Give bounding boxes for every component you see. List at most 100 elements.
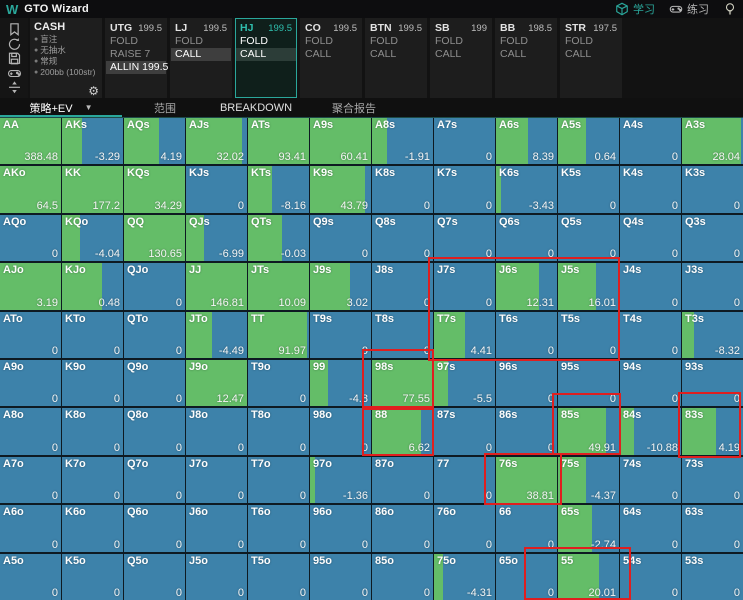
tab-BREAKDOWN[interactable]: BREAKDOWN (208, 98, 304, 117)
action-fold[interactable]: FOLD (175, 35, 204, 47)
practice-gamepad-icon[interactable] (7, 66, 22, 81)
cell-83s[interactable]: 83s 4.19 (682, 408, 743, 455)
cell-KJs[interactable]: KJs 0 (186, 166, 247, 213)
cell-Q5o[interactable]: Q5o 0 (124, 553, 185, 600)
cell-87o[interactable]: 87o 0 (372, 456, 433, 504)
cell-99[interactable]: 99 -4.8 (310, 360, 371, 407)
tab-聚合报告[interactable]: 聚合报告 (304, 98, 404, 117)
cell-A8o[interactable]: A8o 0 (0, 408, 61, 455)
cell-Q6s[interactable]: Q6s 0 (496, 214, 557, 262)
cell-KTs[interactable]: KTs -8.16 (248, 166, 309, 213)
settings-gear-icon[interactable]: ⚙ (88, 84, 99, 98)
cell-77[interactable]: 77 0 (434, 456, 495, 504)
cell-AA[interactable]: AA 388.48 (0, 118, 61, 165)
cell-Q5s[interactable]: Q5s 0 (558, 214, 619, 262)
cell-K4s[interactable]: K4s 0 (620, 166, 681, 213)
cell-Q9o[interactable]: Q9o 0 (124, 360, 185, 407)
cell-88[interactable]: 88 6.62 (372, 408, 433, 455)
cell-55[interactable]: 55 20.01 (558, 553, 619, 600)
position-panel-utg[interactable]: UTG 199.5 FOLD RAISE 7 ALLIN 199.5 (105, 18, 168, 98)
cell-QQ[interactable]: QQ 130.65 (124, 214, 185, 262)
nav-study[interactable]: 学习 (615, 1, 655, 17)
cell-94s[interactable]: 94s 0 (620, 360, 681, 407)
cell-96o[interactable]: 96o 0 (310, 505, 371, 552)
cell-Q9s[interactable]: Q9s 0 (310, 214, 371, 262)
action-allin-199.5[interactable]: ALLIN 199.5 (106, 61, 168, 74)
cell-98s[interactable]: 98s 77.55 (372, 360, 433, 407)
cell-T8o[interactable]: T8o 0 (248, 408, 309, 455)
cell-73s[interactable]: 73s 0 (682, 456, 743, 504)
cell-76s[interactable]: 76s 38.81 (496, 456, 557, 504)
cell-A3s[interactable]: A3s 28.04 (682, 118, 743, 165)
cell-K7o[interactable]: K7o 0 (62, 456, 123, 504)
cell-A7s[interactable]: A7s 0 (434, 118, 495, 165)
action-fold[interactable]: FOLD (110, 35, 139, 47)
cell-AKo[interactable]: AKo 64.5 (0, 166, 61, 213)
cell-Q3s[interactable]: Q3s 0 (682, 214, 743, 262)
cell-Q8s[interactable]: Q8s 0 (372, 214, 433, 262)
cell-97o[interactable]: 97o -1.36 (310, 456, 371, 504)
cell-KTo[interactable]: KTo 0 (62, 311, 123, 358)
cell-K7s[interactable]: K7s 0 (434, 166, 495, 213)
cell-AKs[interactable]: AKs -3.29 (62, 118, 123, 165)
cell-T6s[interactable]: T6s 0 (496, 311, 557, 358)
cell-J5s[interactable]: J5s 16.01 (558, 263, 619, 310)
cell-96s[interactable]: 96s 0 (496, 360, 557, 407)
cell-T5o[interactable]: T5o 0 (248, 553, 309, 600)
cell-53s[interactable]: 53s 0 (682, 553, 743, 600)
cell-93s[interactable]: 93s 0 (682, 360, 743, 407)
cell-J6s[interactable]: J6s 12.31 (496, 263, 557, 310)
position-panel-co[interactable]: CO 199.5 FOLD CALL (300, 18, 362, 98)
cell-AQo[interactable]: AQo 0 (0, 214, 61, 262)
action-fold[interactable]: FOLD (305, 35, 334, 47)
lightbulb-icon[interactable] (723, 2, 737, 16)
save-icon[interactable] (7, 51, 22, 66)
cell-K3s[interactable]: K3s 0 (682, 166, 743, 213)
cell-J7o[interactable]: J7o 0 (186, 456, 247, 504)
cell-98o[interactable]: 98o 0 (310, 408, 371, 455)
cell-J9s[interactable]: J9s 3.02 (310, 263, 371, 310)
position-panel-bb[interactable]: BB 198.5 FOLD CALL (495, 18, 557, 98)
cell-JJ[interactable]: JJ 146.81 (186, 263, 247, 310)
cell-QJo[interactable]: QJo 0 (124, 263, 185, 310)
cell-QTo[interactable]: QTo 0 (124, 311, 185, 358)
cell-Q7o[interactable]: Q7o 0 (124, 456, 185, 504)
cell-84s[interactable]: 84s -10.88 (620, 408, 681, 455)
cell-J4s[interactable]: J4s 0 (620, 263, 681, 310)
cell-J9o[interactable]: J9o 12.47 (186, 360, 247, 407)
cell-74s[interactable]: 74s 0 (620, 456, 681, 504)
cell-A9s[interactable]: A9s 60.41 (310, 118, 371, 165)
cell-75o[interactable]: 75o -4.31 (434, 553, 495, 600)
cell-Q6o[interactable]: Q6o 0 (124, 505, 185, 552)
action-fold[interactable]: FOLD (565, 35, 594, 47)
action-call[interactable]: CALL (305, 48, 332, 60)
action-fold[interactable]: FOLD (370, 35, 399, 47)
cell-T9o[interactable]: T9o 0 (248, 360, 309, 407)
solution-selector[interactable]: CASH ● 盲注 ● 无抽水 ● 常规 ● 200bb (100str) ⚙ (30, 18, 102, 98)
cell-64s[interactable]: 64s 0 (620, 505, 681, 552)
history-icon[interactable] (7, 37, 22, 52)
cell-T8s[interactable]: T8s 0 (372, 311, 433, 358)
cell-AJs[interactable]: AJs 32.02 (186, 118, 247, 165)
cell-A5o[interactable]: A5o 0 (0, 553, 61, 600)
cell-Q7s[interactable]: Q7s 0 (434, 214, 495, 262)
cell-63s[interactable]: 63s 0 (682, 505, 743, 552)
cell-J5o[interactable]: J5o 0 (186, 553, 247, 600)
cell-AQs[interactable]: AQs 4.19 (124, 118, 185, 165)
split-view-icon[interactable] (7, 80, 22, 95)
action-call[interactable]: CALL (370, 48, 397, 60)
action-fold[interactable]: FOLD (435, 35, 464, 47)
cell-95o[interactable]: 95o 0 (310, 553, 371, 600)
action-call[interactable]: CALL (171, 48, 231, 61)
cell-J8o[interactable]: J8o 0 (186, 408, 247, 455)
cell-T9s[interactable]: T9s 0 (310, 311, 371, 358)
action-fold[interactable]: FOLD (240, 35, 269, 47)
cell-76o[interactable]: 76o 0 (434, 505, 495, 552)
cell-ATo[interactable]: ATo 0 (0, 311, 61, 358)
cell-J3s[interactable]: J3s 0 (682, 263, 743, 310)
cell-AJo[interactable]: AJo 3.19 (0, 263, 61, 310)
cell-K5s[interactable]: K5s 0 (558, 166, 619, 213)
cell-95s[interactable]: 95s 0 (558, 360, 619, 407)
cell-TT[interactable]: TT 91.97 (248, 311, 309, 358)
cell-K6s[interactable]: K6s -3.43 (496, 166, 557, 213)
